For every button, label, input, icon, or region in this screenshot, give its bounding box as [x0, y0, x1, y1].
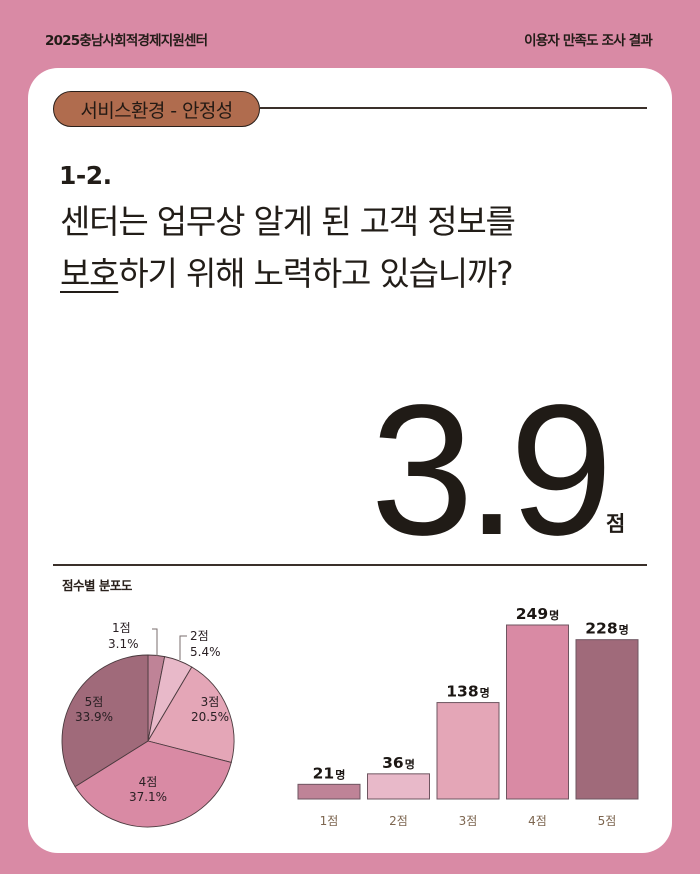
pie-label-percent: 3.1%	[108, 637, 139, 651]
bar-category-label: 2점	[389, 814, 408, 828]
bar-value-label: 36명	[382, 754, 415, 772]
callout-line	[179, 635, 187, 660]
bar-value-label: 21명	[313, 764, 346, 782]
pie-slice-3	[147, 666, 235, 763]
bar-value-label: 228명	[585, 620, 628, 638]
pill-divider	[260, 107, 647, 109]
bar-1	[297, 783, 361, 800]
question-line-1: 센터는 업무상 알게 된 고객 정보를	[60, 202, 516, 241]
bar-4	[506, 624, 569, 800]
pie-label-category: 5점	[85, 695, 104, 709]
pie-label-percent: 37.1%	[129, 790, 167, 804]
score-unit: 점	[606, 512, 626, 536]
bar-category-label: 1점	[320, 814, 339, 828]
bar-value-label: 138명	[446, 683, 489, 701]
pie-label-percent: 33.9%	[75, 710, 113, 724]
distribution-title: 점수별 분포도	[62, 578, 132, 593]
bar-category-label: 4점	[528, 814, 547, 828]
callout-line	[152, 628, 158, 656]
question-text: 센터는 업무상 알게 된 고객 정보를 보호하기 위해 노력하고 있습니까?	[60, 196, 516, 300]
question-line-2: 보호하기 위해 노력하고 있습니까?	[60, 248, 515, 300]
bar-category-label: 5점	[598, 814, 617, 828]
org-title: 2025충남사회적경제지원센터	[45, 33, 208, 49]
pie-label-category: 4점	[139, 775, 158, 789]
category-pill: 서비스환경 - 안정성	[53, 91, 260, 127]
report-title: 이용자 만족도 조사 결과	[524, 33, 653, 49]
question-number: 1-2.	[59, 161, 112, 190]
bar-value-label: 249명	[516, 605, 559, 623]
question-line-2-rest: 하기 위해 노력하고 있습니까?	[118, 254, 513, 293]
pie-label-percent: 5.4%	[190, 645, 221, 659]
pie-label-percent: 20.5%	[191, 710, 229, 724]
section-divider	[53, 564, 647, 566]
bar-chart: 21명 1점 36명 2점 138명 3점 249명 4점 228명 5점	[297, 605, 639, 828]
pie-slice-5	[61, 654, 149, 788]
score-value: 3.9	[370, 367, 613, 574]
bar-2	[367, 773, 430, 800]
bar-3	[436, 702, 500, 800]
pie-label-category: 2점	[190, 629, 209, 643]
bar-category-label: 3점	[459, 814, 478, 828]
pie-label-category: 1점	[112, 621, 131, 635]
bar-5	[575, 639, 639, 800]
question-underlined-word: 보호	[60, 254, 120, 293]
pie-label-category: 3점	[201, 695, 220, 709]
